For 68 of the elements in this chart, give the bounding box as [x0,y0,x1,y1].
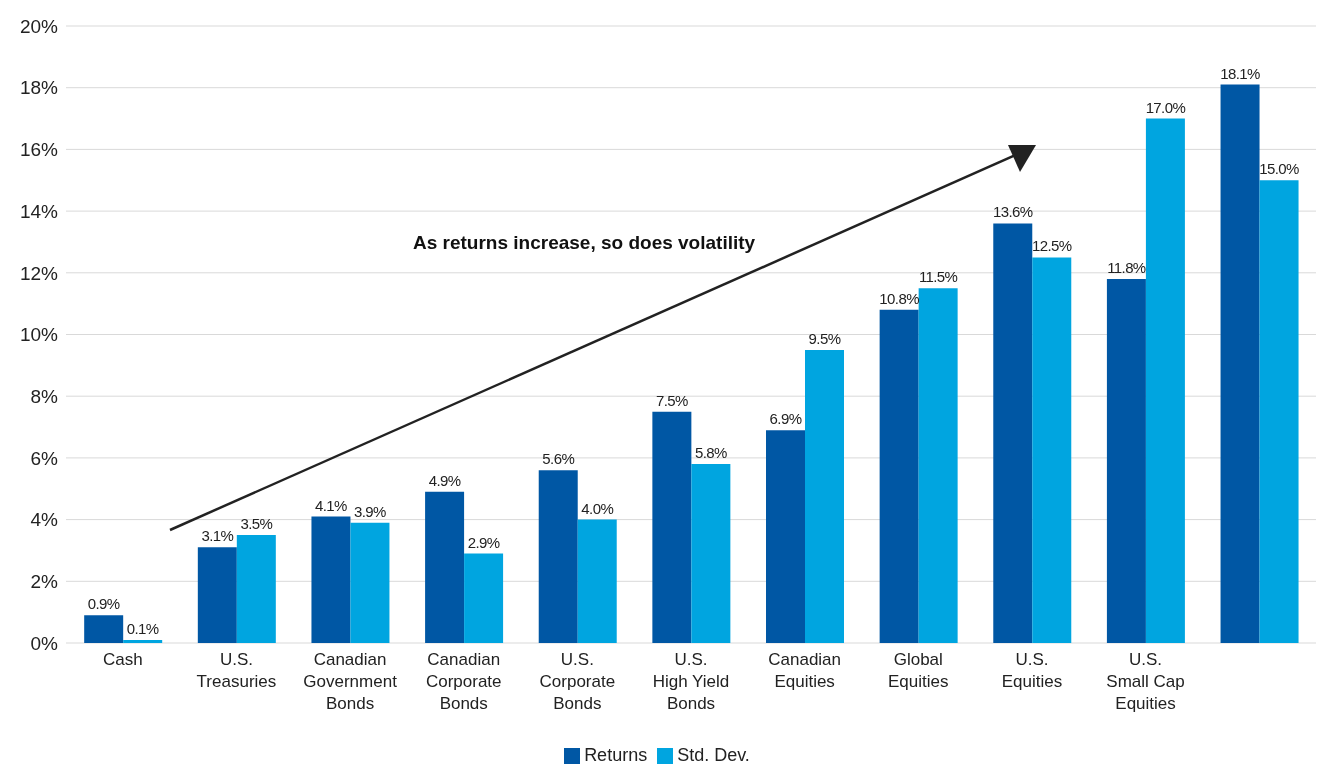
y-tick-label: 16% [19,139,59,161]
data-label: 11.5% [918,268,958,286]
data-label: 4.9% [428,471,461,489]
data-label: 3.5% [240,515,273,533]
x-tick-label: Global Equities [888,650,949,691]
bar [538,470,578,643]
data-label: 9.5% [808,329,841,347]
bar [993,223,1033,643]
data-label: 5.6% [542,450,575,468]
bar [123,639,163,643]
data-label: 18.1% [1220,64,1261,82]
data-label: 7.5% [655,391,689,409]
bar [879,309,919,643]
bar [805,349,844,643]
data-label: 6.9% [769,410,802,428]
data-label: 4.1% [315,496,348,514]
y-tick-label: 8% [30,385,59,407]
bar [425,491,465,643]
data-label: 2.9% [467,533,500,551]
bar [236,535,276,643]
data-label: 17.0% [1145,98,1186,116]
bar [766,430,805,643]
bar [1145,118,1185,643]
x-tick-label: Canadian Corporate Bonds [425,650,502,713]
data-label: 5.8% [694,444,728,462]
y-tick-label: 2% [30,571,59,593]
data-label: 12.5% [1032,237,1072,255]
x-tick-label: Cash [102,650,143,669]
data-label: 3.1% [201,527,234,545]
bar [350,522,390,643]
y-tick-label: 12% [19,262,59,284]
x-tick-label: U.S. Equities [1001,650,1063,691]
bar [577,519,617,643]
x-tick-label: U.S. High Yield Bonds [652,650,730,713]
annotation: As returns increase, so does volatility [413,232,756,254]
bar [1106,278,1146,643]
data-label: 13.6% [993,203,1033,221]
x-tick-label: Canadian Government Bonds [303,650,398,713]
legend-label: Std. Dev. [677,745,750,765]
data-label: 10.8% [879,289,920,307]
bar [652,411,692,643]
y-tick-label: 10% [19,324,59,346]
bar [311,516,351,643]
bar [691,464,731,643]
x-tick-label: U.S. Corporate Bonds [539,650,616,713]
y-tick-label: 20% [19,15,59,37]
bar [197,547,237,643]
x-tick-label: U.S. Small Cap Equities [1106,650,1185,713]
data-label: 0.1% [126,619,159,637]
y-tick-label: 4% [30,509,59,531]
data-label: 11.8% [1107,258,1146,276]
bar [1032,257,1072,643]
y-tick-label: 0% [30,632,59,654]
bar [84,615,124,643]
data-label: 0.9% [87,595,120,613]
y-tick-label: 18% [19,77,59,99]
data-label: 4.0% [581,499,614,517]
bar [1220,84,1260,643]
x-tick-label: Canadian Equities [768,650,842,691]
y-tick-label: 6% [30,447,59,469]
bar [918,288,958,643]
data-label: 15.0% [1259,160,1300,178]
legend-label: Returns [584,745,648,765]
y-tick-label: 14% [19,200,59,222]
bar [1259,180,1299,643]
bar [464,553,504,643]
data-label: 3.9% [354,502,387,520]
x-tick-label: U.S. Treasuries [196,650,277,691]
